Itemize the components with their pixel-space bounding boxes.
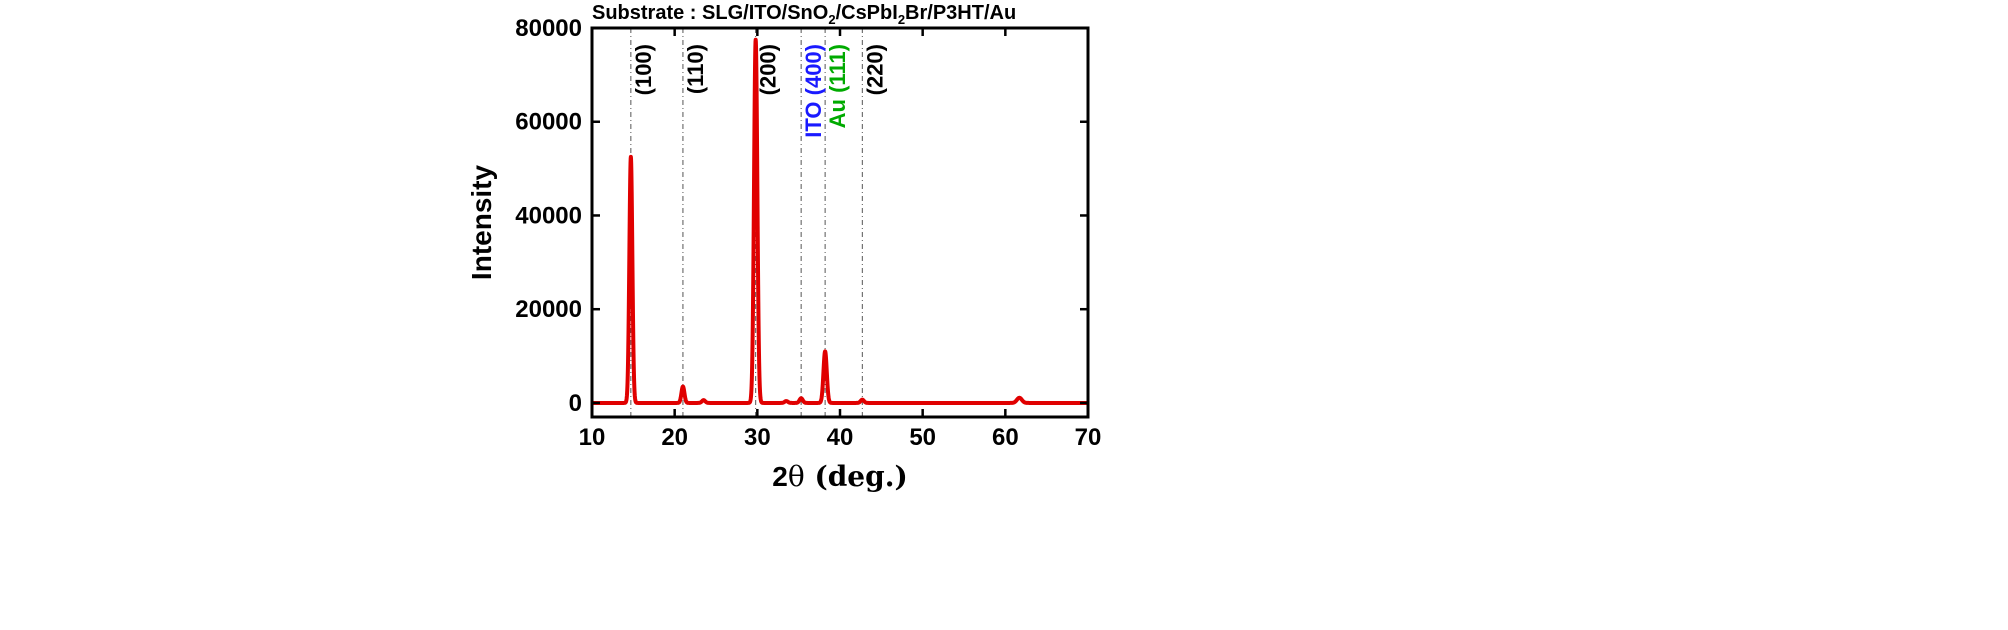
chart-title-part-4: Br/P3HT/Au [905, 2, 1016, 24]
x-tick-label-4: 50 [909, 424, 936, 451]
y-tick-label-4: 80000 [515, 15, 582, 42]
chart-title-part-0: Substrate : SLG/ITO/SnO [592, 2, 828, 24]
peak-label-5: (220) [862, 44, 887, 95]
peak-label-1: (110) [683, 44, 708, 94]
x-tick-label-2: 30 [744, 424, 771, 451]
x-tick-label-5: 60 [992, 424, 1019, 451]
x-axis-title-suffix: (deg.) [805, 460, 908, 493]
series-line-xrd [590, 37, 1090, 405]
y-tick-label-3: 60000 [515, 109, 582, 136]
x-tick-label-3: 40 [827, 424, 854, 451]
x-axis-title-theta: θ [788, 460, 805, 493]
chart-title-part-1: 2 [828, 12, 835, 27]
peak-labels-layer: (100) (110) (200) ITO (400)Au (111) (220) [631, 44, 887, 138]
series-layer [590, 37, 1090, 405]
x-axis-title: 2θ (deg.) [772, 460, 907, 493]
y-tick-label-2: 40000 [515, 202, 582, 229]
peak-label-0: (100) [631, 44, 656, 95]
ticks-layer: 10 20 30 40 50 60 70 0 20000 40000 60000 80000 [515, 15, 1101, 451]
peak-label-2: (200) [756, 44, 781, 95]
y-tick-label-1: 20000 [515, 296, 582, 323]
peak-label-4: Au (111) [825, 44, 850, 128]
peak-label-3: ITO (400) [801, 44, 826, 138]
chart-title: Substrate : SLG/ITO/SnO2/CsPbI2Br/P3HT/A… [592, 2, 1016, 27]
x-axis-title-prefix: 2 [772, 461, 788, 492]
chart-title-part-3: 2 [898, 12, 905, 27]
chart-title-part-2: /CsPbI [836, 2, 898, 24]
x-tick-label-1: 20 [661, 424, 688, 451]
x-tick-label-0: 10 [579, 424, 606, 451]
x-tick-label-6: 70 [1075, 424, 1102, 451]
y-axis-title: Intensity [466, 165, 497, 281]
y-tick-label-0: 0 [569, 390, 582, 417]
